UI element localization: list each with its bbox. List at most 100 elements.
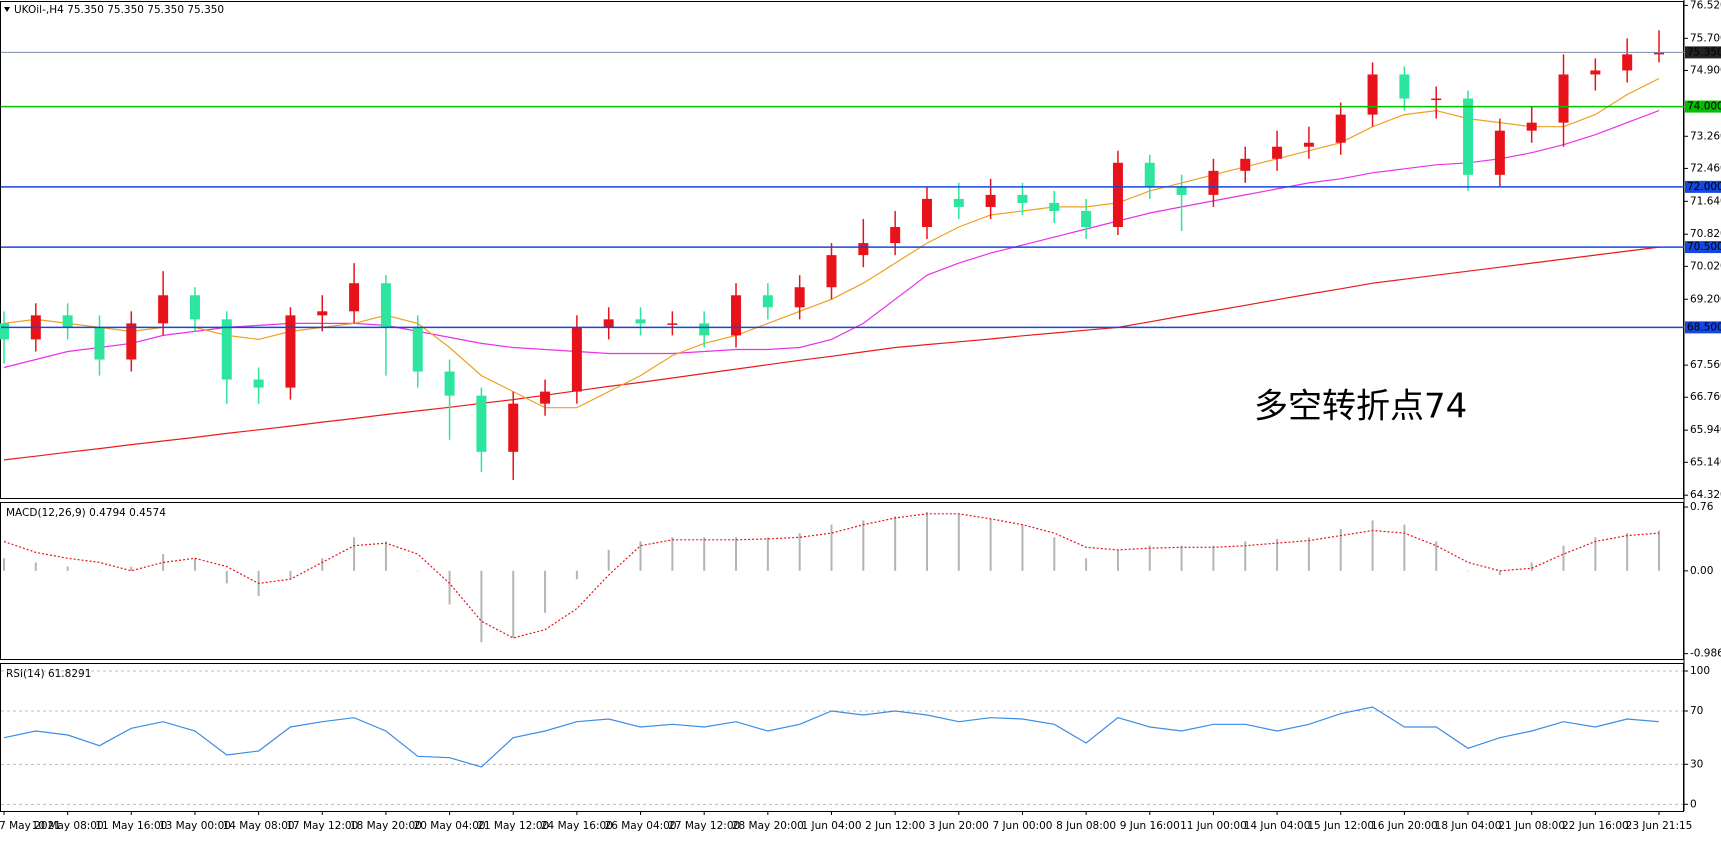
candle-body — [1431, 98, 1442, 101]
indicator-line — [3, 246, 1660, 461]
candle-body — [635, 319, 646, 324]
macd-bar — [862, 520, 865, 571]
macd-bar — [321, 558, 324, 571]
x-tick-label: 10 May 08:00 — [32, 820, 104, 832]
level-label: 70.500 — [1687, 241, 1721, 253]
macd-bar — [1085, 558, 1088, 571]
y-tick-label: 66.760 — [1690, 391, 1721, 403]
macd-bar — [289, 570, 292, 580]
candle-body — [1081, 210, 1092, 228]
y-tick-label: 0.76 — [1690, 501, 1714, 513]
macd-bar — [671, 537, 674, 571]
x-tick-label: 16 Jun 20:00 — [1371, 820, 1438, 832]
x-tick-label: 7 Jun 00:00 — [992, 820, 1052, 832]
candle-body — [1463, 98, 1474, 175]
x-tick-label: 21 Jun 08:00 — [1498, 820, 1565, 832]
y-tick-label: 75.700 — [1690, 32, 1721, 44]
level-label: 72.000 — [1687, 181, 1721, 193]
level-label-box — [1685, 241, 1721, 254]
level-label: 68.500 — [1687, 321, 1721, 333]
macd-bar — [162, 554, 165, 571]
macd-bar — [1307, 537, 1310, 571]
candle-body — [540, 391, 551, 404]
macd-bar — [34, 562, 37, 571]
macd-bar — [735, 537, 738, 571]
y-tick-label: 64.320 — [1690, 489, 1721, 501]
candle-body — [1176, 186, 1187, 195]
macd-bar — [544, 570, 547, 613]
candle-body — [826, 255, 837, 288]
x-tick-label: 28 May 20:00 — [732, 820, 804, 832]
macd-bar — [1626, 533, 1629, 571]
macd-bar — [384, 541, 387, 571]
macd-bar — [225, 570, 228, 584]
annotation: 多空转折点74 — [1254, 387, 1467, 427]
candle-body — [1590, 70, 1601, 75]
candle-body — [571, 327, 582, 392]
macd-bar — [894, 516, 897, 571]
macd-bar — [830, 524, 833, 571]
macd-bar — [1212, 545, 1215, 571]
macd-bar — [1116, 549, 1119, 571]
candle-body — [444, 371, 455, 396]
y-tick-label: 0.00 — [1690, 565, 1713, 577]
indicator-line — [3, 110, 1660, 369]
candle-body — [189, 295, 200, 320]
candle-body — [794, 287, 805, 308]
x-tick-label: 20 May 04:00 — [414, 820, 486, 832]
menu-arrow[interactable] — [4, 7, 10, 12]
candle-body — [1335, 114, 1346, 143]
x-tick-label: 14 Jun 04:00 — [1244, 820, 1311, 832]
candle-body — [1558, 74, 1569, 123]
candle-body — [1367, 74, 1378, 115]
macd-bar — [766, 537, 769, 571]
y-tick-label: 30 — [1690, 758, 1703, 770]
macd-bar — [1276, 538, 1279, 571]
macd-bar — [989, 518, 992, 571]
macd-bar — [448, 570, 451, 605]
x-tick-label: 15 Jun 12:00 — [1307, 820, 1374, 832]
macd-bar — [703, 537, 706, 571]
macd-bar — [130, 566, 133, 571]
x-tick-label: 24 May 16:00 — [541, 820, 613, 832]
candle-body — [762, 295, 773, 308]
candle-body — [412, 327, 423, 372]
level-label-box — [1685, 100, 1721, 113]
candle-body — [1654, 52, 1664, 55]
macd-bar — [1148, 545, 1151, 571]
candle-body — [1017, 194, 1028, 203]
macd-bar — [1498, 570, 1501, 576]
indicator-line — [3, 706, 1660, 768]
x-tick-label: 22 Jun 16:00 — [1562, 820, 1629, 832]
macd-bar — [1562, 545, 1565, 571]
x-tick-label: 8 Jun 08:00 — [1056, 820, 1116, 832]
candle-body — [1494, 130, 1505, 175]
candle-body — [126, 323, 137, 360]
candle-body — [158, 295, 169, 324]
candle-body — [476, 395, 487, 452]
y-tick-label: -0.9862 — [1690, 648, 1721, 660]
level-label: 74.000 — [1687, 101, 1721, 113]
x-tick-label: 2 Jun 12:00 — [865, 820, 925, 832]
y-tick-label: 76.520 — [1690, 0, 1721, 11]
x-tick-label: 9 Jun 16:00 — [1120, 820, 1180, 832]
x-tick-label: 14 May 08:00 — [223, 820, 295, 832]
x-tick-label: 13 May 00:00 — [159, 820, 231, 832]
candle-body — [1144, 162, 1155, 187]
macd-bar — [1339, 528, 1342, 571]
candle-body — [94, 327, 105, 360]
candle-body — [317, 311, 328, 316]
macd-bar — [1594, 537, 1597, 571]
x-tick-label: 23 Jun 21:15 — [1626, 820, 1693, 832]
y-tick-label: 74.900 — [1690, 64, 1721, 76]
x-tick-label: 26 May 04:00 — [605, 820, 677, 832]
macd-bar — [416, 570, 419, 572]
candle-body — [1049, 202, 1060, 211]
candle-body — [1399, 74, 1410, 99]
y-tick-label: 0 — [1690, 798, 1697, 810]
candle-body — [921, 198, 932, 228]
x-tick-label: 7 May 2021 — [0, 820, 61, 832]
macd-bar — [798, 533, 801, 571]
